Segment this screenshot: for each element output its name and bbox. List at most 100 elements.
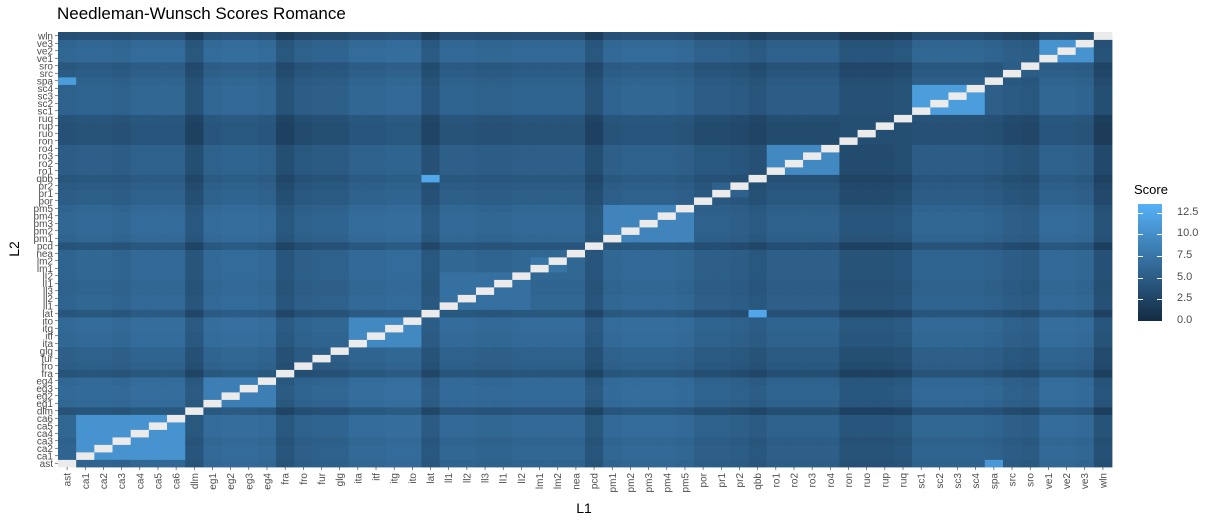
heatmap-cell bbox=[512, 392, 531, 400]
heatmap-cell bbox=[439, 399, 459, 408]
heatmap-cell bbox=[784, 182, 804, 190]
heatmap-cell bbox=[294, 414, 313, 423]
heatmap-cell bbox=[1002, 92, 1022, 100]
heatmap-cell bbox=[294, 167, 313, 175]
x-tick-label: ve2 bbox=[1062, 473, 1073, 490]
heatmap-cell bbox=[912, 287, 931, 295]
heatmap-cell bbox=[657, 377, 677, 385]
heatmap-cell bbox=[603, 309, 622, 318]
heatmap-cell bbox=[1075, 317, 1095, 325]
heatmap-cell bbox=[494, 317, 513, 325]
heatmap-cell bbox=[766, 167, 786, 175]
heatmap-cell bbox=[675, 39, 695, 48]
heatmap-cell bbox=[875, 242, 895, 250]
heatmap-cell bbox=[348, 429, 368, 438]
heatmap-cell bbox=[203, 167, 222, 175]
heatmap-cell bbox=[221, 234, 241, 243]
heatmap-cell bbox=[912, 459, 931, 468]
heatmap-cell bbox=[475, 137, 495, 145]
heatmap-cell bbox=[784, 212, 804, 220]
heatmap-cell bbox=[966, 414, 986, 423]
heatmap-cell bbox=[748, 174, 768, 183]
heatmap-cell bbox=[439, 144, 459, 153]
heatmap-cell bbox=[675, 377, 695, 385]
heatmap-cell bbox=[603, 92, 622, 100]
heatmap-cell bbox=[912, 444, 931, 453]
heatmap-cell bbox=[730, 257, 749, 265]
heatmap-cell bbox=[675, 302, 695, 310]
heatmap-cell bbox=[603, 302, 622, 310]
heatmap-cell bbox=[893, 339, 913, 348]
heatmap-cell bbox=[348, 437, 368, 445]
heatmap-cell bbox=[585, 384, 604, 393]
heatmap-cell bbox=[475, 399, 495, 408]
heatmap-cell bbox=[803, 62, 822, 70]
heatmap-cell bbox=[1002, 204, 1022, 213]
x-tick-label: nea bbox=[571, 473, 582, 490]
heatmap-cell bbox=[948, 182, 968, 190]
heatmap-cell bbox=[421, 437, 441, 445]
heatmap-cell bbox=[203, 324, 222, 333]
heatmap-cell bbox=[421, 272, 441, 280]
heatmap-cell bbox=[330, 62, 350, 70]
heatmap-cell bbox=[730, 114, 749, 123]
heatmap-cell bbox=[112, 437, 132, 445]
heatmap-cell bbox=[348, 234, 368, 243]
y-tick-label: sro bbox=[39, 61, 53, 72]
heatmap-cell bbox=[948, 437, 968, 445]
heatmap-cell bbox=[385, 219, 404, 228]
heatmap-cell bbox=[766, 84, 786, 93]
heatmap-cell bbox=[312, 32, 331, 40]
heatmap-cell bbox=[76, 407, 95, 415]
heatmap-cell bbox=[94, 392, 113, 400]
heatmap-cell bbox=[421, 167, 441, 175]
heatmap-cell bbox=[1057, 54, 1077, 63]
heatmap-cell bbox=[403, 152, 422, 160]
heatmap-cell bbox=[94, 107, 113, 115]
heatmap-cell bbox=[257, 182, 277, 190]
heatmap-cell bbox=[657, 332, 677, 340]
heatmap-cell bbox=[276, 392, 295, 400]
heatmap-cell bbox=[603, 354, 622, 363]
heatmap-cell bbox=[912, 92, 931, 100]
heatmap-cell bbox=[875, 47, 895, 55]
heatmap-cell bbox=[58, 444, 77, 453]
heatmap-cell bbox=[185, 182, 204, 190]
heatmap-cell bbox=[893, 369, 913, 378]
heatmap-cell bbox=[875, 227, 895, 235]
heatmap-cell bbox=[857, 407, 877, 415]
heatmap-cell bbox=[857, 384, 877, 393]
heatmap-cell bbox=[185, 437, 204, 445]
heatmap-cell bbox=[1093, 294, 1113, 303]
heatmap-cell bbox=[475, 159, 495, 168]
heatmap-cell bbox=[893, 204, 913, 213]
heatmap-cell bbox=[585, 129, 604, 138]
heatmap-cell bbox=[893, 84, 913, 93]
heatmap-cell bbox=[1002, 429, 1022, 438]
heatmap-cell bbox=[185, 369, 204, 378]
heatmap-cell bbox=[421, 317, 441, 325]
heatmap-cell bbox=[1021, 47, 1040, 55]
heatmap-cell bbox=[603, 54, 622, 63]
heatmap-cell bbox=[585, 234, 604, 243]
heatmap-cell bbox=[821, 332, 840, 340]
x-tick-label: ca5 bbox=[153, 473, 164, 490]
heatmap-cell bbox=[203, 129, 222, 138]
heatmap-cell bbox=[330, 257, 350, 265]
heatmap-cell bbox=[748, 159, 768, 168]
heatmap-cell bbox=[312, 77, 331, 85]
heatmap-cell bbox=[457, 249, 477, 258]
heatmap-cell bbox=[512, 347, 531, 355]
heatmap-cell bbox=[821, 452, 840, 460]
heatmap-cell bbox=[185, 242, 204, 250]
heatmap-cell bbox=[112, 459, 132, 468]
heatmap-cell bbox=[1021, 459, 1040, 468]
heatmap-cell bbox=[548, 264, 568, 273]
heatmap-cell bbox=[930, 197, 949, 205]
heatmap-cell bbox=[348, 174, 368, 183]
heatmap-cell bbox=[966, 47, 986, 55]
heatmap-cell bbox=[330, 242, 350, 250]
heatmap-cell bbox=[58, 159, 77, 168]
heatmap-cell bbox=[221, 369, 241, 378]
heatmap-cell bbox=[185, 309, 204, 318]
